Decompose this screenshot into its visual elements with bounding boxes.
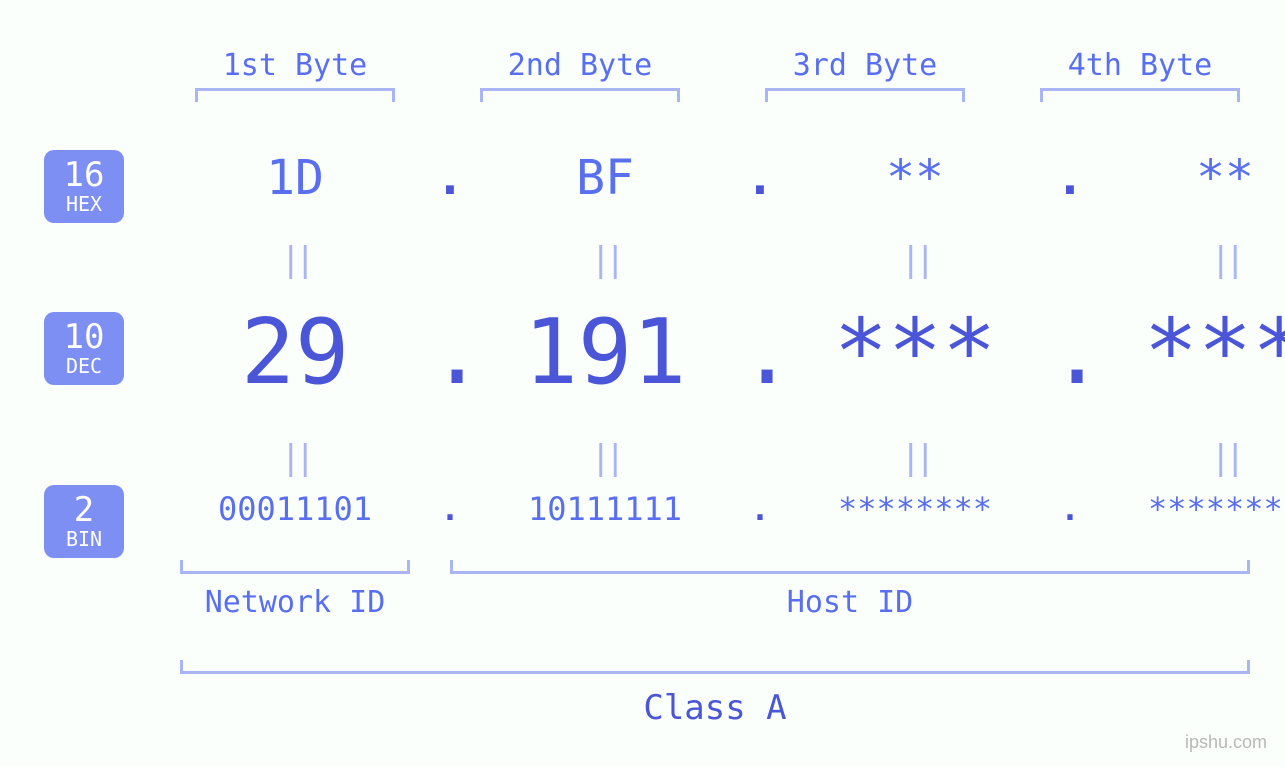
- badge-dec: 10 DEC: [44, 312, 124, 385]
- dot-icon: .: [740, 150, 780, 206]
- row-bin: 00011101 . 10111111 . ******** . *******…: [160, 490, 1265, 528]
- hex-byte-2: BF: [470, 150, 740, 206]
- equals-icon: ||: [1090, 240, 1285, 280]
- row-hex: 1D . BF . ** . **: [160, 150, 1265, 206]
- class-label: Class A: [180, 688, 1250, 728]
- equals-row-1: || || || ||: [160, 240, 1265, 280]
- bin-byte-2: 10111111: [470, 490, 740, 528]
- equals-icon: ||: [780, 240, 1050, 280]
- dot-icon: .: [740, 490, 780, 528]
- byte-header-1: 1st Byte: [185, 48, 405, 83]
- dec-byte-1: 29: [160, 300, 430, 405]
- equals-icon: ||: [160, 438, 430, 478]
- badge-bin-label: BIN: [44, 529, 124, 550]
- equals-icon: ||: [1090, 438, 1285, 478]
- equals-row-2: || || || ||: [160, 438, 1265, 478]
- dot-icon: .: [1050, 150, 1090, 206]
- bin-byte-1: 00011101: [160, 490, 430, 528]
- dot-icon: .: [430, 150, 470, 206]
- hex-byte-4: **: [1090, 150, 1285, 206]
- dot-icon: .: [1050, 300, 1090, 405]
- bracket-host-id: [450, 560, 1250, 574]
- byte-header-3: 3rd Byte: [755, 48, 975, 83]
- byte-header-4: 4th Byte: [1030, 48, 1250, 83]
- equals-icon: ||: [160, 240, 430, 280]
- badge-dec-base: 10: [44, 320, 124, 356]
- bin-byte-3: ********: [780, 490, 1050, 528]
- dec-byte-3: ***: [780, 300, 1050, 405]
- dec-byte-4: ***: [1090, 300, 1285, 405]
- badge-bin-base: 2: [44, 493, 124, 529]
- dot-icon: .: [740, 300, 780, 405]
- watermark: ipshu.com: [1185, 732, 1267, 753]
- ip-diagram: 1st Byte 2nd Byte 3rd Byte 4th Byte 16 H…: [0, 0, 1285, 767]
- bracket-network-id: [180, 560, 410, 574]
- dot-icon: .: [1050, 490, 1090, 528]
- badge-bin: 2 BIN: [44, 485, 124, 558]
- bracket-top-4: [1040, 88, 1240, 102]
- bracket-top-3: [765, 88, 965, 102]
- bracket-class: [180, 660, 1250, 674]
- hex-byte-1: 1D: [160, 150, 430, 206]
- dot-icon: .: [430, 300, 470, 405]
- hex-byte-3: **: [780, 150, 1050, 206]
- byte-header-2: 2nd Byte: [470, 48, 690, 83]
- network-id-label: Network ID: [180, 585, 410, 620]
- badge-hex-label: HEX: [44, 194, 124, 215]
- badge-hex-base: 16: [44, 158, 124, 194]
- bracket-top-2: [480, 88, 680, 102]
- dot-icon: .: [430, 490, 470, 528]
- equals-icon: ||: [780, 438, 1050, 478]
- bin-byte-4: ********: [1090, 490, 1285, 528]
- dec-byte-2: 191: [470, 300, 740, 405]
- equals-icon: ||: [470, 240, 740, 280]
- badge-hex: 16 HEX: [44, 150, 124, 223]
- equals-icon: ||: [470, 438, 740, 478]
- badge-dec-label: DEC: [44, 356, 124, 377]
- bracket-top-1: [195, 88, 395, 102]
- host-id-label: Host ID: [450, 585, 1250, 620]
- row-dec: 29 . 191 . *** . ***: [160, 300, 1265, 405]
